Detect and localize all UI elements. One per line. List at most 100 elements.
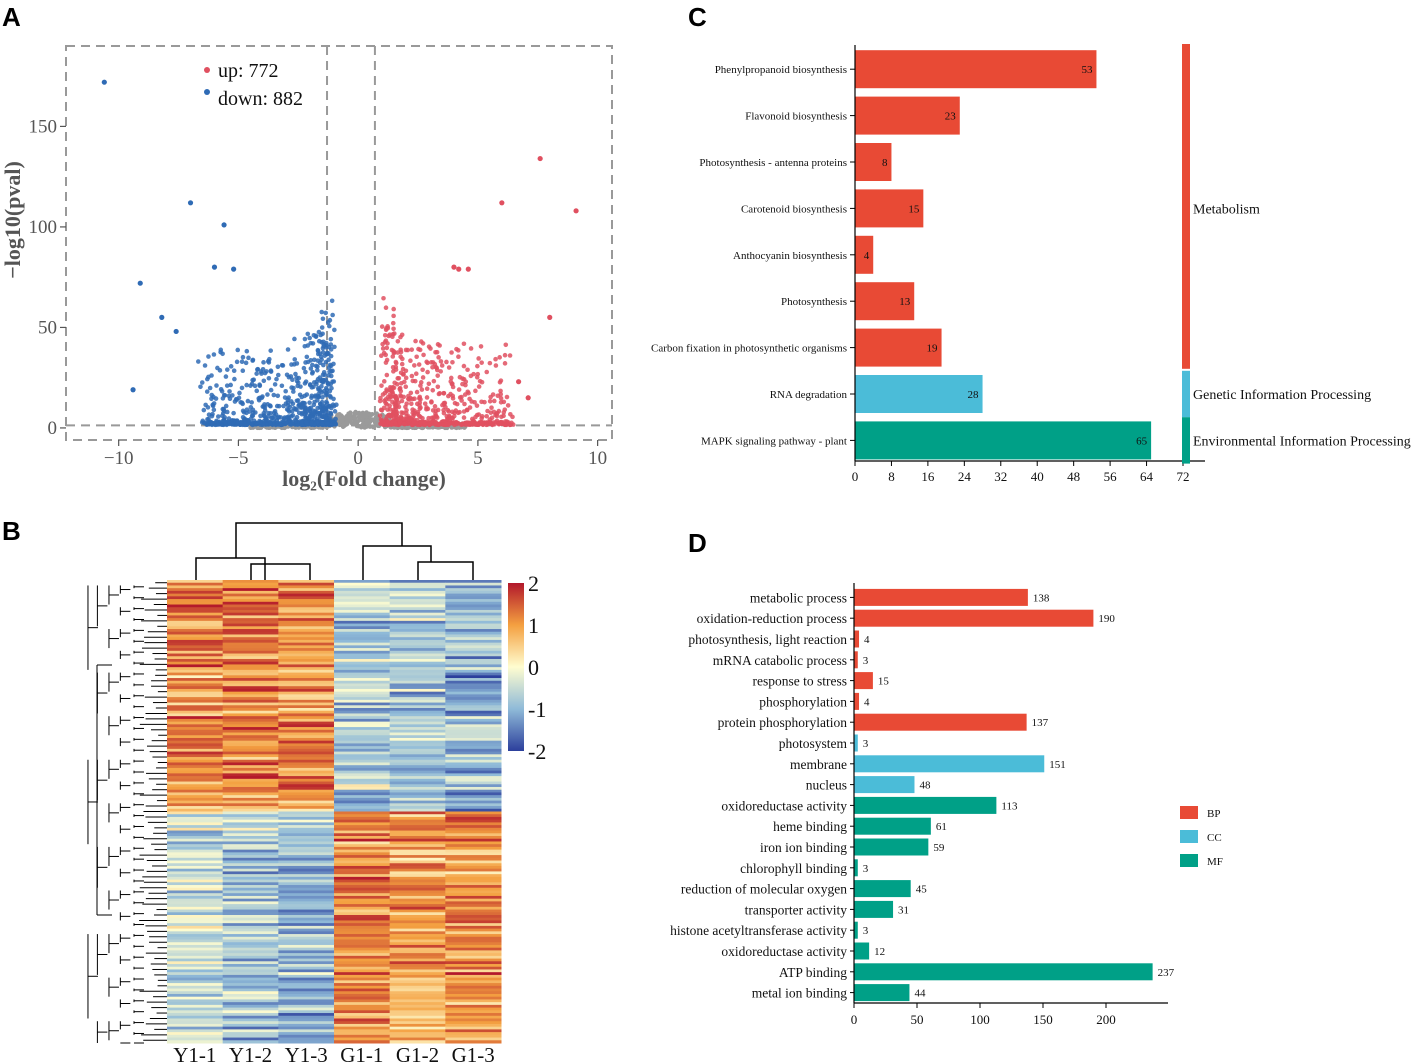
- heatmap-cell: [389, 898, 446, 902]
- heatmap-cell: [222, 656, 279, 660]
- volcano-point-down: [268, 420, 273, 426]
- heatmap-cell: [167, 814, 224, 818]
- volcano-point-down: [289, 385, 294, 390]
- heatmap-cell: [389, 991, 446, 995]
- heatmap-cell: [167, 931, 224, 935]
- heatmap-cell: [389, 1026, 446, 1030]
- heatmap-cell: [389, 653, 446, 657]
- heatmap-cell: [278, 623, 335, 627]
- volcano-point-up: [421, 352, 426, 358]
- volcano-point-up: [403, 347, 409, 353]
- volcano-point-up: [457, 409, 462, 415]
- volcano-point-down: [246, 355, 251, 361]
- volcano-point-down: [296, 375, 302, 381]
- heatmap-cell: [445, 757, 502, 761]
- heatmap-cell: [389, 795, 446, 799]
- volcano-point-up: [391, 409, 396, 415]
- heatmap-cell: [167, 702, 224, 706]
- volcano-point-down: [224, 409, 230, 415]
- go-category-label: nucleus: [806, 778, 847, 793]
- heatmap-cell: [167, 748, 224, 753]
- heatmap-cell: [334, 841, 391, 845]
- heatmap-cell: [334, 778, 391, 783]
- heatmap-cell: [445, 669, 502, 674]
- heatmap-cell: [389, 928, 446, 932]
- heatmap-cell: [445, 914, 502, 919]
- heatmap-cell: [445, 797, 502, 802]
- kegg-category-strip-segment: [1182, 370, 1190, 418]
- heatmap-cell: [167, 618, 224, 622]
- heatmap-cell: [445, 803, 502, 807]
- heatmap-cell: [167, 795, 224, 799]
- volcano-point-down: [266, 375, 272, 381]
- volcano-point-down: [262, 370, 268, 376]
- go-bar-value: 190: [1098, 613, 1115, 625]
- heatmap-cell: [167, 680, 224, 684]
- heatmap-cell: [222, 964, 279, 968]
- heatmap-cell: [389, 580, 446, 584]
- heatmap-cell: [334, 786, 391, 791]
- volcano-point-up: [498, 419, 503, 425]
- volcano-point-up: [502, 361, 508, 366]
- heatmap-cell: [445, 612, 502, 616]
- go-x-tick-label: 50: [911, 1012, 924, 1027]
- heatmap-cell: [222, 724, 279, 728]
- volcano-point-down: [231, 410, 236, 416]
- heatmap-cell: [334, 705, 391, 709]
- heatmap-cell: [334, 748, 391, 753]
- heatmap-cell: [167, 985, 224, 990]
- heatmap-cell: [445, 844, 502, 848]
- go-bar: [854, 963, 1153, 981]
- heatmap-cell: [334, 588, 391, 592]
- heatmap-cell: [167, 776, 224, 780]
- heatmap-cell: [445, 593, 502, 597]
- heatmap-cell: [222, 1026, 279, 1030]
- heatmap-cell: [445, 683, 502, 687]
- volcano-point-up: [403, 368, 409, 374]
- volcano-point-down: [223, 403, 229, 409]
- go-bar-value: 3: [863, 738, 869, 750]
- heatmap-cell: [334, 811, 391, 815]
- heatmap-cell: [389, 639, 446, 644]
- heatmap-cell: [334, 953, 391, 957]
- kegg-bar: [855, 421, 1152, 460]
- volcano-point-down: [315, 376, 321, 382]
- volcano-point-up: [498, 395, 504, 401]
- volcano-point-down: [280, 363, 286, 368]
- heatmap-cell: [389, 1034, 446, 1039]
- heatmap-cell: [222, 887, 279, 891]
- heatmap-cell: [389, 1040, 446, 1044]
- heatmap-cell: [278, 767, 335, 772]
- heatmap-cell: [222, 808, 279, 812]
- volcano-point-up: [476, 356, 481, 361]
- heatmap-cell: [334, 664, 391, 668]
- kegg-category-strip-segment: [1182, 417, 1190, 464]
- heatmap-cell: [389, 855, 446, 859]
- heatmap-cell: [222, 648, 279, 652]
- go-legend-swatch: [1180, 806, 1198, 819]
- heatmap-cell: [389, 607, 446, 611]
- volcano-point-up: [422, 422, 428, 428]
- kegg-bar: [855, 282, 915, 321]
- volcano-point-up: [399, 398, 405, 404]
- volcano-point-down: [328, 342, 334, 347]
- volcano-point-down: [324, 421, 330, 426]
- volcano-point-up: [490, 392, 496, 397]
- go-x-tick-label: 0: [851, 1012, 858, 1027]
- volcano-point-up: [444, 359, 449, 365]
- heatmap-cell: [278, 993, 335, 998]
- go-bar-value: 113: [1001, 800, 1018, 812]
- volcano-point-up: [462, 401, 467, 407]
- volcano-point-up: [460, 381, 465, 387]
- heatmap-cell: [445, 727, 502, 731]
- heatmap-cell: [445, 868, 502, 872]
- heatmap-cell: [389, 588, 446, 592]
- go-bar-value: 137: [1032, 717, 1049, 729]
- heatmap-cell: [389, 882, 446, 886]
- heatmap-cell: [222, 936, 279, 941]
- heatmap-cell: [278, 1007, 335, 1011]
- panel-letter-b: B: [2, 516, 21, 546]
- heatmap-column-labels: Y1-1 Y1-2 Y1-3 G1-1 G1-2 G1-3: [173, 1043, 495, 1064]
- heatmap-cell: [167, 582, 224, 586]
